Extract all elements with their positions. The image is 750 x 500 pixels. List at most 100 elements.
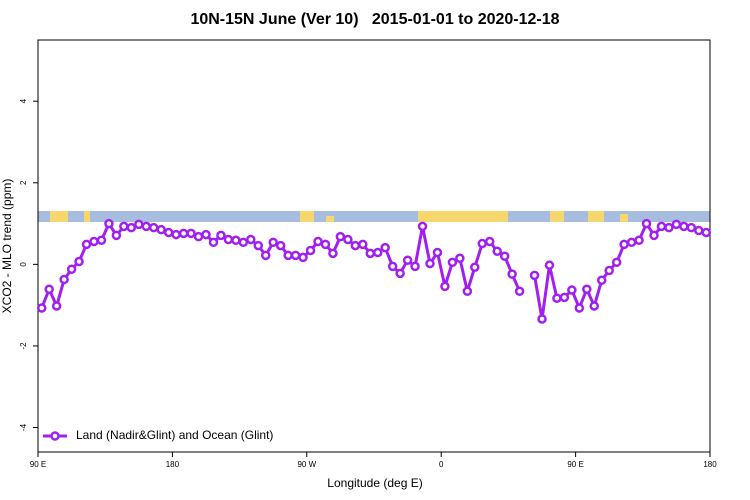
data-point bbox=[148, 222, 159, 233]
data-point bbox=[417, 221, 428, 232]
data-point bbox=[589, 301, 600, 311]
data-point bbox=[178, 228, 189, 239]
data-point bbox=[372, 247, 383, 258]
data-point bbox=[74, 256, 84, 267]
data-point bbox=[455, 253, 465, 263]
data-point bbox=[634, 235, 644, 246]
data-point bbox=[567, 285, 577, 295]
data-point bbox=[358, 239, 368, 250]
data-point bbox=[171, 229, 181, 240]
y-tick-label: 4 bbox=[19, 98, 28, 103]
data-point bbox=[89, 236, 99, 247]
data-point bbox=[126, 222, 137, 233]
data-point bbox=[596, 275, 607, 286]
data-point bbox=[320, 239, 331, 250]
data-point bbox=[216, 230, 226, 241]
x-tick-label: 180 bbox=[166, 460, 180, 469]
data-point bbox=[238, 237, 249, 248]
x-tick-label: 180 bbox=[703, 460, 717, 469]
data-point bbox=[484, 236, 495, 247]
data-point bbox=[641, 218, 652, 229]
data-point bbox=[328, 248, 338, 259]
data-point bbox=[163, 227, 174, 238]
data-point bbox=[290, 250, 301, 261]
data-point bbox=[679, 221, 689, 232]
data-point bbox=[343, 234, 353, 245]
chart-title: 10N-15N June (Ver 10) 2015-01-01 to 2020… bbox=[190, 11, 559, 28]
data-point bbox=[246, 234, 256, 245]
legend-label: Land (Nadir&Glint) and Ocean (Glint) bbox=[76, 428, 273, 442]
data-point bbox=[283, 250, 293, 261]
data-point bbox=[298, 252, 308, 263]
x-tick-label: 0 bbox=[439, 460, 444, 469]
data-point bbox=[268, 237, 278, 248]
y-tick-label: 2 bbox=[19, 180, 28, 185]
data-point bbox=[440, 281, 450, 292]
data-point bbox=[134, 219, 144, 230]
x-tick-label: 90 E bbox=[567, 460, 583, 469]
y-tick-label: -4 bbox=[19, 423, 28, 431]
y-axis-label: XCO2 - MLO trend (ppm) bbox=[0, 179, 14, 314]
data-point bbox=[432, 247, 443, 258]
data-point bbox=[544, 260, 555, 270]
data-point bbox=[51, 301, 62, 311]
data-point bbox=[552, 293, 562, 303]
data-point bbox=[141, 221, 152, 232]
data-point bbox=[231, 235, 241, 246]
data-point bbox=[36, 303, 47, 313]
data-point bbox=[81, 239, 92, 250]
data-point bbox=[104, 218, 114, 229]
data-point bbox=[619, 239, 629, 250]
legend-marker bbox=[50, 431, 60, 441]
data-point bbox=[402, 255, 413, 266]
data-point bbox=[193, 231, 204, 242]
data-point bbox=[201, 229, 211, 240]
data-point bbox=[387, 261, 398, 272]
y-tick-label: 0 bbox=[19, 262, 28, 267]
data-point bbox=[223, 234, 234, 245]
x-axis-label: Longitude (deg E) bbox=[327, 476, 422, 490]
x-tick-label: 90 W bbox=[297, 460, 316, 469]
data-point bbox=[694, 225, 704, 236]
data-point bbox=[664, 222, 674, 233]
data-point bbox=[410, 261, 420, 272]
plot-frame bbox=[37, 39, 711, 453]
y-tick-label: -2 bbox=[19, 342, 28, 350]
data-point bbox=[604, 265, 614, 276]
data-point bbox=[499, 251, 510, 261]
data-point bbox=[425, 258, 435, 269]
data-point bbox=[537, 314, 547, 324]
data-point bbox=[313, 236, 323, 247]
data-point bbox=[582, 284, 592, 294]
data-point bbox=[611, 257, 622, 268]
land-ocean-strip bbox=[38, 211, 710, 222]
data-point bbox=[253, 240, 264, 251]
data-point bbox=[671, 219, 682, 230]
data-point bbox=[350, 240, 361, 251]
data-point bbox=[470, 262, 480, 272]
data-point bbox=[156, 224, 166, 235]
data-point bbox=[626, 237, 637, 248]
data-point bbox=[492, 246, 502, 257]
data-point bbox=[186, 228, 196, 239]
data-point bbox=[656, 221, 667, 232]
data-point bbox=[260, 250, 271, 261]
data-point bbox=[365, 248, 376, 259]
data-point bbox=[111, 230, 122, 241]
data-point bbox=[559, 292, 570, 303]
data-point bbox=[701, 227, 712, 238]
data-point bbox=[208, 237, 219, 248]
data-point bbox=[477, 238, 488, 249]
data-point bbox=[59, 274, 69, 285]
data-point bbox=[275, 240, 286, 251]
data-point bbox=[507, 269, 517, 279]
data-point bbox=[447, 257, 458, 268]
data-point bbox=[395, 268, 405, 279]
data-point bbox=[66, 264, 77, 275]
data-point bbox=[686, 222, 697, 233]
data-point bbox=[305, 245, 316, 256]
x-tick-label: 90 E bbox=[30, 460, 46, 469]
data-point bbox=[514, 286, 525, 297]
data-point bbox=[380, 242, 390, 253]
